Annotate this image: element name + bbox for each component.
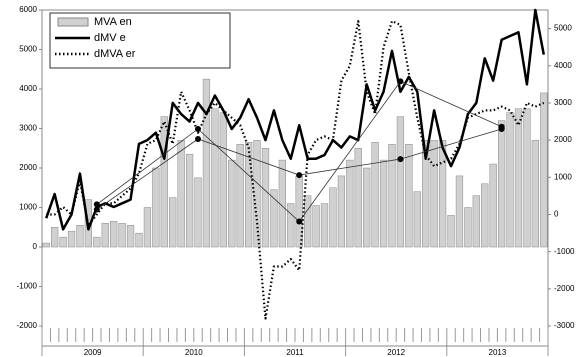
bar [93, 236, 101, 248]
bar [270, 189, 278, 248]
y-tick-label: -1000 [17, 282, 38, 291]
bar [101, 223, 109, 248]
bar [413, 191, 421, 248]
trend-point [397, 156, 404, 163]
legend-label: dMVA er [94, 48, 136, 60]
bar [152, 167, 160, 248]
y-tick-label: 3000 [19, 124, 37, 133]
bar [135, 232, 143, 248]
bar [329, 187, 337, 248]
bar [244, 142, 253, 248]
trend-point [397, 78, 404, 85]
year-label: 2009 [84, 348, 102, 357]
year-label: 2012 [387, 348, 405, 357]
year-label: 2013 [489, 348, 507, 357]
legend-label: MVA en [94, 16, 132, 28]
bar [185, 153, 194, 248]
bar [219, 112, 227, 248]
bar [514, 108, 523, 248]
bar [481, 183, 489, 248]
bar [110, 221, 118, 248]
trend-point [498, 125, 505, 132]
bar [346, 159, 354, 248]
bar [430, 140, 438, 248]
bar [177, 140, 185, 248]
y2-tick-label: 5000 [554, 24, 572, 33]
trend-point [296, 172, 303, 179]
bar [447, 215, 455, 248]
y-tick-label: 1000 [19, 203, 37, 212]
y2-tick-label: 1000 [554, 172, 572, 181]
bar [489, 163, 497, 248]
bar [160, 116, 168, 248]
y2-tick-label: 2000 [554, 135, 572, 144]
bar [59, 236, 67, 248]
bar [438, 140, 447, 248]
trend-point [93, 206, 100, 213]
bar [51, 227, 59, 248]
line [45, 8, 546, 231]
y2-tick-label: 4000 [554, 61, 572, 70]
y2-tick-label: -3000 [554, 321, 575, 330]
bar [202, 78, 211, 248]
bar [506, 112, 514, 248]
bar [67, 230, 76, 248]
bar [312, 205, 320, 248]
y2-tick-label: -2000 [554, 284, 575, 293]
legend-swatch [57, 17, 89, 27]
bar [371, 142, 379, 248]
bar [354, 148, 362, 248]
y2-tick-label: -1000 [554, 247, 575, 256]
bar [253, 140, 261, 248]
bar [194, 177, 202, 248]
y2-tick-label: 0 [554, 210, 559, 219]
bar [379, 159, 388, 248]
bar [211, 108, 219, 248]
bar [422, 140, 430, 248]
bar [337, 175, 346, 248]
bar [388, 144, 396, 248]
bar [320, 203, 329, 248]
bar [76, 225, 84, 248]
bar [287, 203, 295, 248]
trend-point [93, 201, 100, 208]
bar [464, 207, 472, 248]
bar [118, 223, 126, 248]
bar [540, 92, 548, 248]
bar [455, 175, 464, 248]
bar [472, 195, 480, 248]
bar [42, 242, 50, 248]
bar [143, 207, 152, 248]
bar [363, 167, 371, 248]
trend-point [195, 136, 202, 143]
bar [304, 195, 312, 248]
bar [531, 140, 539, 248]
legend-label: dMV e [94, 32, 126, 44]
y-tick-label: 4000 [19, 84, 37, 93]
trend-point [195, 125, 202, 132]
bar [396, 116, 405, 248]
y-tick-label: 2000 [19, 163, 37, 172]
y-tick-label: 5000 [19, 45, 37, 54]
y2-tick-label: 3000 [554, 98, 572, 107]
bar [228, 159, 236, 248]
bar [236, 144, 244, 248]
y-tick-label: 0 [33, 242, 38, 251]
year-label: 2011 [286, 348, 304, 357]
bar [523, 108, 531, 248]
bar [126, 225, 135, 248]
trend-point [296, 218, 303, 225]
bar [261, 148, 270, 248]
bar [169, 197, 177, 248]
y-tick-label: 6000 [19, 5, 37, 14]
y-tick-label: -2000 [17, 321, 38, 330]
bar [405, 144, 413, 248]
year-label: 2010 [185, 348, 203, 357]
bar [497, 120, 506, 248]
